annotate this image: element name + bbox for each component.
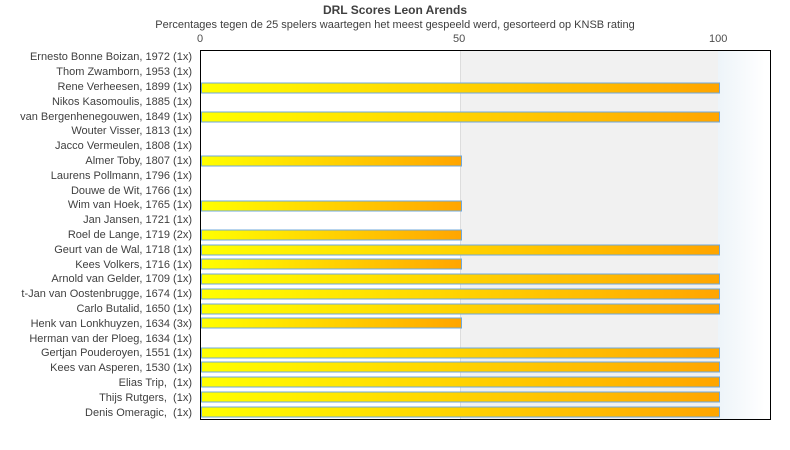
category-label: Geurt van de Wal, 1718 (1x) xyxy=(54,243,192,256)
bar xyxy=(201,244,721,256)
category-label: Arnold van Gelder, 1709 (1x) xyxy=(51,273,192,286)
category-label: Thijs Rutgers, (1x) xyxy=(99,391,192,404)
category-label: Wouter Visser, 1813 (1x) xyxy=(71,125,192,138)
bar xyxy=(201,111,721,123)
category-label: Kees Volkers, 1716 (1x) xyxy=(75,258,192,271)
chart-row xyxy=(201,51,770,66)
category-label: Thom Zwamborn, 1953 (1x) xyxy=(56,66,192,79)
category-label: Gertjan Pouderoyen, 1551 (1x) xyxy=(40,347,192,360)
chart-row xyxy=(201,257,770,272)
chart-title: DRL Scores Leon Arends xyxy=(322,3,468,17)
category-label: Herman van der Ploeg, 1634 (1x) xyxy=(29,332,192,345)
x-axis-tick-label: 50 xyxy=(452,33,466,45)
chart-subtitle: Percentages tegen de 25 spelers waartege… xyxy=(155,19,635,31)
category-label: Carlo Butalid, 1650 (1x) xyxy=(76,302,192,315)
category-label: Kees van Asperen, 1530 (1x) xyxy=(50,362,192,375)
chart-row xyxy=(201,360,770,375)
chart-row xyxy=(201,242,770,257)
category-label: Jacco Vermeulen, 1808 (1x) xyxy=(55,140,192,153)
overflow-gradient-zone xyxy=(718,51,770,419)
category-label: Roel de Lange, 1719 (2x) xyxy=(67,228,192,241)
chart-row xyxy=(201,66,770,81)
category-label: Douwe de Wit, 1766 (1x) xyxy=(70,184,192,197)
category-label: Wim van Hoek, 1765 (1x) xyxy=(67,199,192,212)
bar xyxy=(201,229,462,241)
bar xyxy=(201,406,721,418)
chart-row xyxy=(201,287,770,302)
category-label: Rene Verheesen, 1899 (1x) xyxy=(57,80,192,93)
category-label: Elias Trip, (1x) xyxy=(118,376,192,389)
chart-row xyxy=(201,390,770,405)
bar xyxy=(201,288,721,300)
bar xyxy=(201,347,721,359)
chart-row xyxy=(201,139,770,154)
category-label-column: Ernesto Bonne Boizan, 1972 (1x) Thom Zwam… xyxy=(0,50,192,420)
category-label: Almer Toby, 1807 (1x) xyxy=(85,154,192,167)
chart-row xyxy=(201,345,770,360)
chart-row xyxy=(201,228,770,243)
bar xyxy=(201,82,721,94)
bar xyxy=(201,200,462,212)
category-label: Laurens Pollmann, 1796 (1x) xyxy=(50,169,192,182)
chart-row xyxy=(201,272,770,287)
x-axis-tick-label: 100 xyxy=(708,33,728,45)
chart-row xyxy=(201,169,770,184)
chart-row xyxy=(201,331,770,346)
chart-row xyxy=(201,183,770,198)
bar xyxy=(201,391,721,403)
category-label: Jan Jansen, 1721 (1x) xyxy=(83,214,192,227)
chart-row xyxy=(201,213,770,228)
category-label: Nikos Kasomoulis, 1885 (1x) xyxy=(51,95,192,108)
bar xyxy=(201,317,462,329)
category-label: Ernesto Bonne Boizan, 1972 (1x) xyxy=(29,51,192,64)
bar-rows xyxy=(201,51,770,419)
bar xyxy=(201,303,721,315)
plot-area xyxy=(200,50,771,420)
bar xyxy=(201,155,462,167)
category-label: Henk van Lonkhuyzen, 1634 (3x) xyxy=(30,317,192,330)
chart-row xyxy=(201,110,770,125)
chart-row xyxy=(201,301,770,316)
chart-row xyxy=(201,80,770,95)
chart-row xyxy=(201,125,770,140)
chart-row xyxy=(201,404,770,419)
chart-row xyxy=(201,316,770,331)
category-label: van Bergenhenegouwen, 1849 (1x) xyxy=(20,110,192,123)
x-axis-tick-label: 0 xyxy=(196,33,204,45)
chart-row xyxy=(201,198,770,213)
chart-row xyxy=(201,154,770,169)
x-axis: 0 50 100 xyxy=(196,33,770,49)
category-label: t-Jan van Oostenbrugge, 1674 (1x) xyxy=(21,288,192,301)
bar xyxy=(201,376,721,388)
bar xyxy=(201,273,721,285)
bar xyxy=(201,258,462,270)
category-label: Denis Omeragic, (1x) xyxy=(85,406,192,419)
chart-row xyxy=(201,375,770,390)
chart-row xyxy=(201,95,770,110)
bar xyxy=(201,361,721,373)
